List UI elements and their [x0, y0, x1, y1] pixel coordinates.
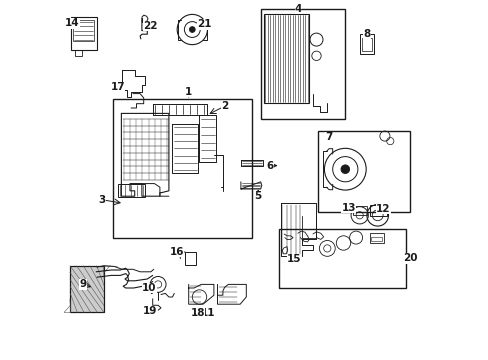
- Bar: [264, 14, 309, 103]
- Text: 12: 12: [375, 204, 389, 214]
- Bar: [70, 266, 104, 312]
- Text: 21: 21: [197, 19, 211, 30]
- Bar: [369, 233, 384, 243]
- Bar: [260, 9, 345, 119]
- Text: 15: 15: [286, 254, 301, 264]
- Text: 4: 4: [294, 4, 302, 14]
- Text: 14: 14: [65, 18, 80, 28]
- Bar: [185, 252, 196, 265]
- Text: 11: 11: [201, 308, 215, 318]
- Text: 20: 20: [403, 253, 417, 264]
- Bar: [359, 34, 373, 54]
- Text: 7: 7: [325, 132, 332, 142]
- Bar: [118, 184, 144, 197]
- Bar: [352, 206, 366, 215]
- Text: 13: 13: [341, 203, 355, 213]
- Circle shape: [340, 165, 349, 174]
- Circle shape: [189, 27, 195, 32]
- Bar: [318, 131, 409, 212]
- Text: 18: 18: [190, 308, 204, 318]
- Text: 8: 8: [363, 29, 370, 39]
- Bar: [71, 17, 97, 50]
- Text: 3: 3: [99, 195, 106, 205]
- Text: 5: 5: [254, 191, 261, 201]
- Bar: [361, 38, 371, 51]
- Bar: [278, 229, 406, 288]
- Text: 10: 10: [142, 283, 156, 293]
- Text: 1: 1: [184, 87, 192, 97]
- Bar: [73, 20, 94, 41]
- Bar: [70, 266, 104, 312]
- Text: 2: 2: [221, 101, 228, 111]
- Text: 19: 19: [142, 306, 157, 316]
- Bar: [113, 99, 251, 238]
- Bar: [75, 50, 81, 56]
- Bar: [369, 205, 386, 216]
- Bar: [370, 237, 381, 241]
- Text: 6: 6: [266, 161, 273, 171]
- Text: 17: 17: [110, 82, 125, 92]
- Text: 22: 22: [142, 21, 157, 31]
- Text: 16: 16: [169, 247, 183, 257]
- Text: 9: 9: [80, 279, 86, 289]
